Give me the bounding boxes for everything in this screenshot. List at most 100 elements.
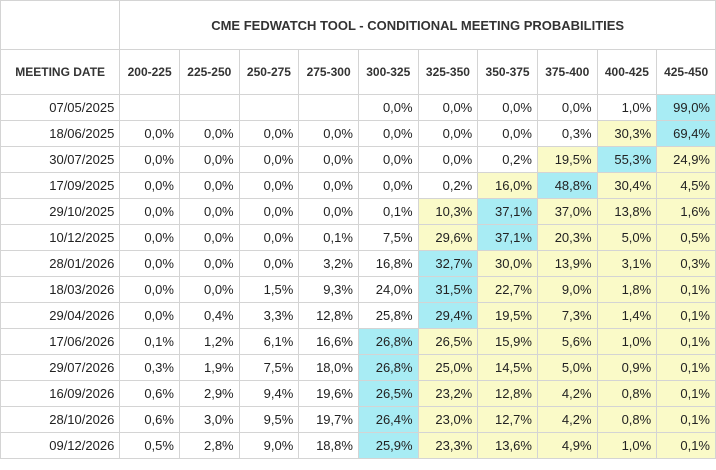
probability-cell: 0,0% bbox=[477, 94, 538, 121]
probability-cell: 9,0% bbox=[536, 276, 598, 303]
probability-cell bbox=[119, 94, 180, 121]
probability-cell: 18,8% bbox=[298, 432, 359, 459]
probability-cell: 0,0% bbox=[178, 276, 240, 303]
probability-cell: 0,6% bbox=[119, 406, 180, 433]
meeting-date-cell: 18/03/2026 bbox=[0, 276, 121, 303]
probability-cell: 0,1% bbox=[298, 224, 359, 251]
probability-cell: 30,3% bbox=[596, 120, 658, 147]
probability-cell: 3,2% bbox=[298, 250, 359, 277]
probability-cell: 15,9% bbox=[477, 328, 538, 355]
range-header: 275-300 bbox=[298, 49, 359, 95]
probability-cell: 0,1% bbox=[656, 354, 716, 381]
probability-cell: 3,1% bbox=[596, 250, 658, 277]
probability-cell: 0,0% bbox=[178, 250, 240, 277]
probability-cell: 12,8% bbox=[477, 380, 538, 407]
probability-cell: 0,0% bbox=[178, 172, 240, 199]
probability-cell: 0,0% bbox=[238, 120, 300, 147]
probability-cell: 0,1% bbox=[656, 406, 716, 433]
probability-cell: 16,8% bbox=[357, 250, 419, 277]
meeting-date-cell: 09/12/2026 bbox=[0, 432, 121, 459]
probability-cell: 48,8% bbox=[536, 172, 598, 199]
probability-cell: 0,0% bbox=[119, 224, 180, 251]
probability-cell: 0,0% bbox=[119, 146, 180, 173]
probability-cell: 4,2% bbox=[536, 406, 598, 433]
column-header-row: MEETING DATE 200-225 225-250 250-275 275… bbox=[0, 49, 716, 95]
table-row: 17/06/2026 0,1% 1,2% 6,1% 16,6% 26,8% 26,5% 15,… bbox=[0, 328, 716, 355]
probability-cell: 0,0% bbox=[178, 198, 240, 225]
probability-cell: 1,8% bbox=[596, 276, 658, 303]
meeting-date-cell: 29/10/2025 bbox=[0, 198, 121, 225]
probability-cell: 0,2% bbox=[477, 146, 538, 173]
probability-cell: 1,6% bbox=[656, 198, 716, 225]
probability-cell: 0,3% bbox=[656, 250, 716, 277]
probability-cell: 37,1% bbox=[477, 224, 538, 251]
probability-cell: 9,0% bbox=[238, 432, 300, 459]
probability-cell: 0,0% bbox=[238, 146, 300, 173]
probability-cell: 9,5% bbox=[238, 406, 300, 433]
probability-cell: 0,1% bbox=[656, 276, 716, 303]
probability-cell: 14,5% bbox=[477, 354, 538, 381]
corner-blank-cell bbox=[0, 0, 121, 50]
meeting-date-cell: 16/09/2026 bbox=[0, 380, 121, 407]
probability-cell bbox=[238, 94, 300, 121]
probability-cell: 1,0% bbox=[596, 94, 658, 121]
meeting-date-cell: 28/10/2026 bbox=[0, 406, 121, 433]
table-row: 17/09/2025 0,0% 0,0% 0,0% 0,0% 0,0% 0,2% 16,0% 4… bbox=[0, 172, 716, 199]
probability-cell: 0,0% bbox=[357, 120, 419, 147]
probability-cell: 0,0% bbox=[238, 224, 300, 251]
probability-cell: 1,2% bbox=[178, 328, 240, 355]
range-header: 400-425 bbox=[596, 49, 658, 95]
probability-cell: 1,5% bbox=[238, 276, 300, 303]
meeting-date-cell: 18/06/2025 bbox=[0, 120, 121, 147]
probability-cell: 3,3% bbox=[238, 302, 300, 329]
probability-cell: 2,9% bbox=[178, 380, 240, 407]
probability-cell: 31,5% bbox=[417, 276, 479, 303]
probability-cell: 9,4% bbox=[238, 380, 300, 407]
probability-cell: 1,4% bbox=[596, 302, 658, 329]
probability-cell: 23,3% bbox=[417, 432, 479, 459]
probability-cell: 5,6% bbox=[536, 328, 598, 355]
range-header: 225-250 bbox=[178, 49, 240, 95]
meeting-date-cell: 29/07/2026 bbox=[0, 354, 121, 381]
probability-cell: 13,9% bbox=[536, 250, 598, 277]
probability-cell: 24,0% bbox=[357, 276, 419, 303]
probability-cell: 32,7% bbox=[417, 250, 479, 277]
probability-cell: 7,5% bbox=[238, 354, 300, 381]
probability-cell: 55,3% bbox=[596, 146, 658, 173]
probability-cell: 0,0% bbox=[417, 146, 479, 173]
probability-cell: 23,0% bbox=[417, 406, 479, 433]
probability-cell: 0,0% bbox=[119, 302, 180, 329]
probability-cell: 4,5% bbox=[656, 172, 716, 199]
probability-cell: 0,0% bbox=[119, 172, 180, 199]
probability-cell: 0,6% bbox=[119, 380, 180, 407]
probability-cell: 0,0% bbox=[477, 120, 538, 147]
meeting-date-cell: 17/09/2025 bbox=[0, 172, 121, 199]
range-header: 200-225 bbox=[119, 49, 180, 95]
probability-cell: 29,6% bbox=[417, 224, 479, 251]
meeting-date-cell: 10/12/2025 bbox=[0, 224, 121, 251]
table-row: 07/05/2025 0,0% 0,0% 0,0% 0,0% 1,0% 99,0% bbox=[0, 94, 716, 121]
probability-cell: 19,5% bbox=[536, 146, 598, 173]
probability-cell: 0,0% bbox=[178, 224, 240, 251]
probability-cell: 6,1% bbox=[238, 328, 300, 355]
probability-cell: 20,3% bbox=[536, 224, 598, 251]
probability-cell: 26,5% bbox=[417, 328, 479, 355]
probability-cell: 19,6% bbox=[298, 380, 359, 407]
probability-cell: 26,5% bbox=[357, 380, 419, 407]
probability-cell: 0,0% bbox=[238, 198, 300, 225]
probability-cell: 1,0% bbox=[596, 432, 658, 459]
table-row: 28/10/2026 0,6% 3,0% 9,5% 19,7% 26,4% 23,0% 12,… bbox=[0, 406, 716, 433]
range-header: 300-325 bbox=[357, 49, 419, 95]
probability-cell: 19,7% bbox=[298, 406, 359, 433]
meeting-date-header: MEETING DATE bbox=[0, 49, 121, 95]
meeting-date-cell: 29/04/2026 bbox=[0, 302, 121, 329]
range-header: 425-450 bbox=[656, 49, 716, 95]
table-title: CME FEDWATCH TOOL - CONDITIONAL MEETING … bbox=[119, 0, 716, 50]
range-header: 350-375 bbox=[477, 49, 538, 95]
probability-cell: 1,9% bbox=[178, 354, 240, 381]
probability-cell: 0,8% bbox=[596, 380, 658, 407]
probability-cell: 0,0% bbox=[119, 250, 180, 277]
fedwatch-probability-table: CME FEDWATCH TOOL - CONDITIONAL MEETING … bbox=[0, 0, 716, 459]
probability-cell: 0,0% bbox=[357, 172, 419, 199]
probability-cell: 0,0% bbox=[178, 120, 240, 147]
